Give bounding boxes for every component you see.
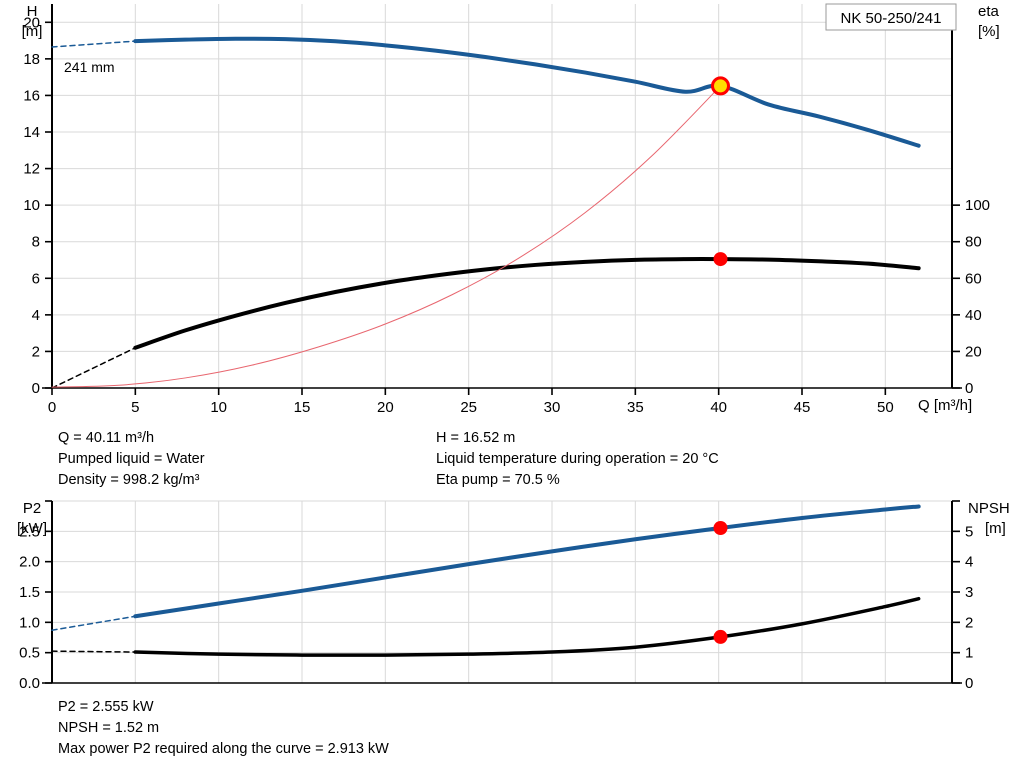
y2-axis-tick-label: 2 [965,614,973,631]
y-axis-tick-label: 4 [32,307,40,324]
y-axis-tick-label: 10 [23,197,40,214]
x-axis-tick-label: 40 [710,399,727,416]
y-axis-tick-label: 2 [32,343,40,360]
x-axis-tick-label: 45 [794,399,811,416]
operating-point-info: Q = 40.11 m³/h H = 16.52 m Pumped liquid… [0,428,1024,492]
liquid-temperature-value: Liquid temperature during operation = 20… [436,451,719,467]
curve-efficiency-curve-eta [133,257,921,350]
pump-model-legend: NK 50-250/241 [825,3,957,31]
curve-power-curve-extension-dashed [51,615,137,631]
bottom-chart-markers[interactable] [713,520,728,644]
npsh-axis-title-line1: NPSH [968,500,1010,517]
y-axis-tick-label: 14 [23,124,40,141]
top-chart-axes [42,4,962,389]
top-chart-tick-labels: 0 2 4 6 8 10 12 14 16 18 20 0 20 40 60 80 100 0 5 10 15 20 25 3… [23,14,990,416]
info-row: Q = 40.11 m³/h H = 16.52 m [0,428,1024,449]
y-axis-tick-label: 2.5 [19,523,40,540]
x-axis-tick-label: 5 [131,399,139,416]
info-row: Density = 998.2 kg/m³ Eta pump = 70.5 % [0,470,1024,491]
curve-power-curve-p2 [133,504,921,619]
y2-axis-tick-label: 5 [965,523,973,540]
top-chart-ticks [45,21,960,395]
head-value: H = 16.52 m [436,430,516,446]
bottom-chart-tick-labels: 0.0 0.5 1.0 1.5 2.0 2.5 0 1 2 3 4 5 [19,523,973,692]
info-row: Pumped liquid = Water Liquid temperature… [0,449,1024,470]
y2-axis-tick-label: 0 [965,675,973,692]
x-axis-tick-label: 25 [460,399,477,416]
y-axis-tick-label: 0.5 [19,645,40,662]
curve-npsh-curve-extension-dashed [51,650,137,653]
curve-npsh-curve [133,596,921,657]
y-axis-tick-label: 1.5 [19,584,40,601]
flow-value: Q = 40.11 m³/h [58,430,155,446]
power-npsh-chart: 0.0 0.5 1.0 1.5 2.0 2.5 0 1 2 3 4 5 P2 [kW] NPSH [m… [0,495,1024,695]
y-axis-tick-label: 18 [23,51,40,68]
y-axis-title-line2: [m] [22,23,43,40]
x-axis-title: Q [m³/h] [918,397,972,414]
y2-axis-tick-label: 4 [965,554,973,571]
x-axis-tick-label: 15 [294,399,311,416]
curve-efficiency-curve-extension-dashed [51,347,137,389]
x-axis-tick-label: 10 [210,399,227,416]
y-axis-tick-label: 0 [32,380,40,397]
y-axis-tick-label: 20 [23,14,40,31]
y-axis-tick-label: 0.0 [19,675,40,692]
x-axis-tick-label: 35 [627,399,644,416]
density-value: Density = 998.2 kg/m³ [58,472,200,488]
y2-axis-tick-label: 3 [965,584,973,601]
y2-axis-title-line2: [%] [978,23,1000,40]
x-axis-tick-label: 30 [544,399,561,416]
y-axis-tick-label: 2.0 [19,554,40,571]
duty-point-marker[interactable] [711,76,730,96]
pump-model-legend-box [825,3,957,31]
x-axis-tick-label: 50 [877,399,894,416]
eta-pump-value: Eta pump = 70.5 % [436,472,560,488]
npsh-axis-title-line2: [m] [985,520,1006,537]
pumped-liquid-value: Pumped liquid = Water [58,451,205,467]
bottom-chart-ticks [45,500,960,684]
y-axis-tick-label: 12 [23,161,40,178]
impeller-diameter-label: 241 mm [64,59,115,75]
curve-head-curve-extension-dashed [51,40,137,48]
y2-axis-tick-label: 0 [965,380,973,397]
p2-axis-title-line1: P2 [23,500,41,517]
npsh-point-marker[interactable] [713,629,728,644]
bottom-chart-gridlines [51,500,952,684]
y-axis-tick-label: 8 [32,234,40,251]
y-axis-title-line1: H [27,3,38,20]
top-chart-series [51,36,921,389]
y2-axis-tick-label: 100 [965,197,990,214]
top-chart-markers[interactable] [711,76,730,267]
curve-system-duty-curve [51,85,721,388]
head-efficiency-chart: 0 2 4 6 8 10 12 14 16 18 20 0 20 40 60 80 100 0 5 10 15 20 25 3… [22,3,1000,416]
x-axis-tick-label: 0 [48,399,56,416]
max-power-value: Max power P2 required along the curve = … [58,741,389,757]
x-axis-tick-label: 20 [377,399,394,416]
power-npsh-info: P2 = 2.555 kW NPSH = 1.52 m Max power P2… [0,697,1024,767]
y2-axis-tick-label: 40 [965,307,982,324]
power-point-marker[interactable] [713,520,728,535]
npsh-value: NPSH = 1.52 m [58,720,160,736]
p2-value: P2 = 2.555 kW [58,699,154,715]
efficiency-point-marker[interactable] [713,252,728,267]
curve-head-curve-h [133,36,921,148]
pump-model-legend-label: NK 50-250/241 [841,10,942,27]
bottom-chart-series [51,504,921,657]
y-axis-tick-label: 1.0 [19,614,40,631]
power-npsh-chart-svg: 0.0 0.5 1.0 1.5 2.0 2.5 0 1 2 3 4 5 P2 [kW] NPSH [m… [17,500,1010,692]
head-efficiency-chart-svg: 0 2 4 6 8 10 12 14 16 18 20 0 20 40 60 80 100 0 5 10 15 20 25 3… [22,3,1000,416]
y2-axis-tick-label: 80 [965,234,982,251]
y2-axis-tick-label: 1 [965,645,973,662]
y2-axis-tick-label: 60 [965,270,982,287]
y2-axis-title-line1: eta [978,3,1000,20]
p2-axis-title-line2: [kW] [17,520,47,537]
y-axis-tick-label: 6 [32,270,40,287]
y2-axis-tick-label: 20 [965,343,982,360]
y-axis-tick-label: 16 [23,87,40,104]
